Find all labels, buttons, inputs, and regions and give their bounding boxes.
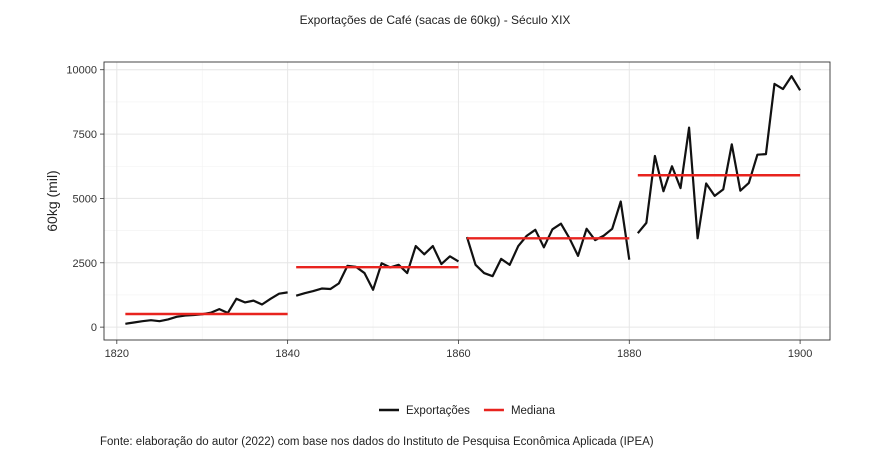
series-layer [125,75,802,325]
series-exportações [125,75,802,325]
y-tick-label: 5000 [73,193,97,205]
exports-line [125,291,288,325]
y-tick-label: 0 [91,322,97,334]
exports-line [636,75,802,240]
axis-ticks [100,69,801,344]
y-tick-labels: 0 2500 5000 7500 10000 [66,65,97,334]
legend-item-mediana: Mediana [483,405,556,417]
caption: Fonte: elaboração do autor (2022) com ba… [100,436,654,448]
x-tick-labels: 1820 1840 1860 1880 1900 [105,348,813,360]
x-tick-label: 1900 [788,348,812,360]
x-tick-label: 1820 [105,348,129,360]
chart-title: Exportações de Café (sacas de 60kg) - Sé… [300,13,571,27]
panel-border [103,61,831,341]
x-tick-label: 1840 [275,348,299,360]
legend-item-exportações: Exportações [379,405,470,417]
x-tick-label: 1880 [617,348,641,360]
y-tick-label: 10000 [66,65,97,77]
y-axis-label: 60kg (mil) [44,170,60,231]
y-tick-label: 2500 [73,258,97,270]
exports-line [295,244,460,297]
legend: Exportações Mediana [379,405,556,417]
series-mediana [125,174,801,316]
grid-major [104,62,830,340]
legend-label: Exportações [406,405,470,417]
legend-label: Mediana [511,405,556,417]
y-tick-label: 7500 [73,129,97,141]
x-tick-label: 1860 [446,348,470,360]
grid-minor [104,62,830,340]
